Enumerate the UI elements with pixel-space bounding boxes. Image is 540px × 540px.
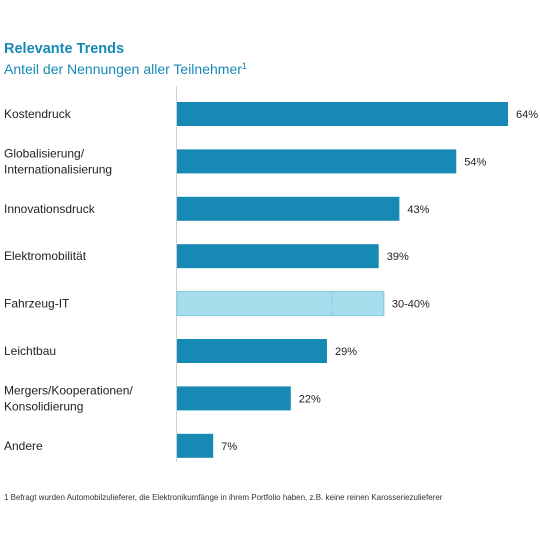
bar — [177, 244, 379, 269]
category-label: Mergers/Kooperationen/Konsolidierung — [4, 383, 133, 413]
bar — [177, 149, 457, 174]
bar — [177, 339, 327, 363]
category-label-line: Elektromobilität — [4, 249, 87, 263]
category-label-line: Fahrzeug-IT — [4, 297, 70, 311]
category-label-line: Andere — [4, 439, 43, 453]
chart-title: Relevante Trends — [4, 41, 124, 57]
bar — [177, 433, 214, 458]
value-label: 39% — [387, 251, 409, 263]
category-label-line: Innovationsdruck — [4, 202, 96, 216]
category-label-line: Mergers/Kooperationen/ — [4, 383, 133, 397]
value-label: 22% — [299, 393, 321, 405]
category-label-line: Globalisierung/ — [4, 146, 85, 160]
category-label: Andere — [4, 439, 43, 453]
category-label: Elektromobilität — [4, 249, 87, 263]
category-label: Leichtbau — [4, 344, 56, 358]
value-label: 54% — [464, 156, 486, 168]
value-label: 29% — [335, 346, 357, 358]
bar — [177, 196, 400, 221]
range-bar — [176, 291, 385, 317]
category-label: Fahrzeug-IT — [4, 297, 70, 311]
value-label: 7% — [221, 441, 237, 453]
bar — [177, 386, 291, 411]
category-label-line: Internationalisierung — [4, 162, 112, 176]
value-label: 30-40% — [392, 299, 430, 311]
category-label-line: Kostendruck — [4, 107, 72, 121]
chart-subtitle-text: Anteil der Nennungen aller Teilnehmer — [4, 61, 242, 77]
category-label: Innovationsdruck — [4, 202, 96, 216]
bars-group: Kostendruck 64% Globalisierung/Internation… — [4, 102, 538, 458]
footnote: 1 Befragt wurden Automobilzulieferer, di… — [4, 493, 443, 502]
category-label: Kostendruck — [4, 107, 72, 121]
value-label: 43% — [407, 204, 429, 216]
category-label-line: Leichtbau — [4, 344, 56, 358]
category-label-line: Konsolidierung — [4, 399, 83, 413]
chart-subtitle-superscript: 1 — [242, 61, 247, 71]
chart-subtitle: Anteil der Nennungen aller Teilnehmer1 — [4, 61, 247, 77]
bar — [177, 102, 508, 126]
category-label: Globalisierung/Internationalisierung — [4, 146, 112, 176]
value-label: 64% — [516, 109, 538, 121]
